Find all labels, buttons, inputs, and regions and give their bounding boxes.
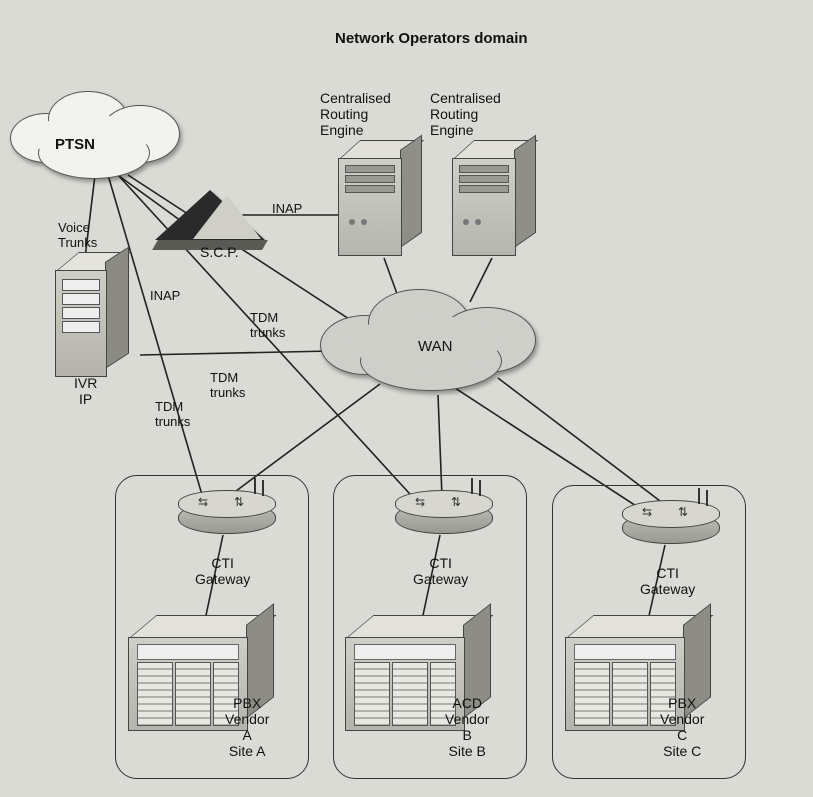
- label-cti_a: CTI Gateway: [195, 555, 250, 587]
- label-voice: Voice Trunks: [58, 221, 97, 251]
- label-cti_b: CTI Gateway: [413, 555, 468, 587]
- label-wan: WAN: [418, 338, 452, 355]
- label-inap1: INAP: [272, 202, 302, 217]
- ivr-node: [55, 250, 135, 380]
- label-ivr: IVR IP: [74, 375, 97, 407]
- label-cre2: Centralised Routing Engine: [430, 90, 501, 138]
- label-cti_c: CTI Gateway: [640, 565, 695, 597]
- router-b: ⇆⇅: [395, 490, 491, 540]
- label-scp: S.C.P.: [200, 244, 239, 260]
- label-tdm1: TDM trunks: [250, 311, 285, 341]
- router-a: ⇆⇅: [178, 490, 274, 540]
- label-acd_b: ACD Vendor B Site B: [445, 695, 489, 759]
- routing-engine-2: [452, 140, 538, 260]
- label-inap2: INAP: [150, 289, 180, 304]
- scp-node: [155, 190, 275, 250]
- diagram-title: Network Operators domain: [335, 30, 528, 47]
- ptsn-cloud: [10, 85, 190, 185]
- label-tdm2: TDM trunks: [210, 371, 245, 401]
- router-c: ⇆⇅: [622, 500, 718, 550]
- label-pbx_a: PBX Vendor A Site A: [225, 695, 269, 759]
- label-pbx_c: PBX Vendor C Site C: [660, 695, 704, 759]
- routing-engine-1: [338, 140, 424, 260]
- label-cre1: Centralised Routing Engine: [320, 90, 391, 138]
- label-tdm3: TDM trunks: [155, 400, 190, 430]
- label-ptsn: PTSN: [55, 136, 95, 153]
